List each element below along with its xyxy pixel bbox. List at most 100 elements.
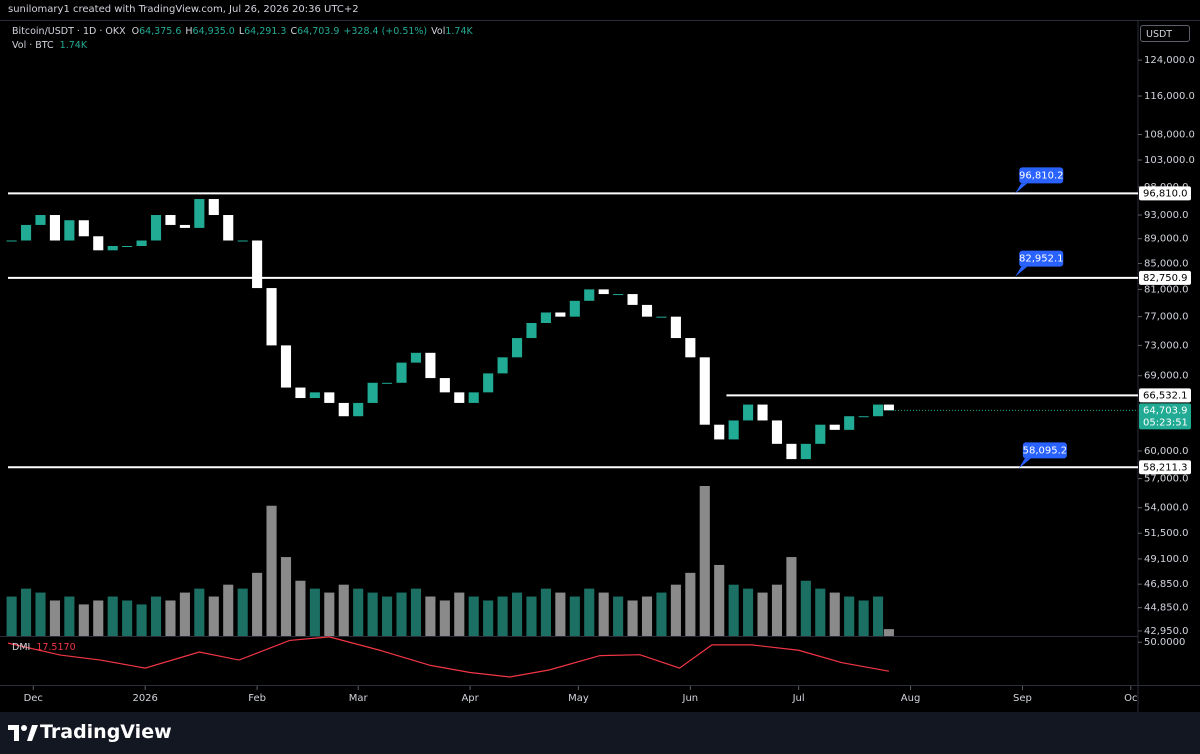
x-tick-label: Mar [349, 693, 369, 704]
volume-bar [613, 596, 624, 636]
volume-bar [858, 600, 869, 636]
volume-bar [93, 600, 104, 636]
close-label: C [290, 26, 298, 37]
callout-pointer [1018, 458, 1031, 469]
volume-bar [165, 600, 176, 636]
candle [613, 294, 624, 296]
volume-bar [6, 596, 17, 636]
volume-bar [743, 588, 754, 636]
volume-bar [396, 592, 407, 636]
candle [367, 382, 378, 403]
candle [728, 420, 739, 440]
candle [382, 382, 393, 384]
callout-pointer [1015, 266, 1028, 277]
candle [194, 199, 205, 228]
candle [714, 424, 725, 440]
volume-value: 1.74K [59, 40, 88, 51]
y-tick-label: 85,000.0 [1144, 258, 1189, 269]
volume-bar [382, 596, 393, 636]
candle [78, 220, 89, 237]
candle [627, 294, 638, 305]
volume-bar [64, 596, 75, 636]
candle [743, 404, 754, 421]
y-tick-label: 81,000.0 [1144, 284, 1189, 295]
volume-bar [122, 600, 133, 636]
candle [353, 402, 364, 417]
volume-bar [829, 592, 840, 636]
volume-bar [136, 604, 147, 636]
low-label: L [238, 26, 245, 37]
candle [280, 345, 292, 388]
volume-bar [194, 588, 205, 636]
candle [454, 392, 465, 403]
candle [150, 215, 162, 241]
x-tick-label: Oc [1124, 693, 1137, 704]
volume-bar [699, 486, 710, 636]
volume-bar [150, 596, 162, 636]
y-tick-label: 116,000.0 [1144, 91, 1195, 102]
volume-bar [20, 588, 32, 636]
symbol-legend: Bitcoin/USDT · 1D · OKX O 64,375.6 H 64,93… [12, 26, 477, 37]
volume-bar [584, 588, 595, 636]
volume-bar [800, 580, 811, 636]
candle [497, 357, 508, 374]
volume-bar [598, 592, 609, 636]
candle [338, 402, 349, 417]
candle [439, 378, 450, 393]
x-tick-label: Apr [461, 693, 479, 704]
y-tick-label: 51,500.0 [1144, 528, 1189, 539]
y-tick-label: 93,000.0 [1144, 210, 1189, 221]
footer: TradingView [0, 712, 1200, 754]
candle [295, 387, 306, 399]
candle [6, 240, 17, 242]
volume-bar [526, 596, 537, 636]
candle [64, 220, 75, 241]
volume-bar [439, 600, 450, 636]
volume-bar [49, 600, 60, 636]
candle [786, 443, 797, 460]
candle [844, 416, 855, 430]
volume-bar [367, 592, 378, 636]
candle [800, 443, 811, 460]
volume-bar [107, 596, 118, 636]
level-tag [1139, 388, 1191, 403]
volume-bar [179, 592, 190, 636]
callout-pointer [1015, 183, 1028, 194]
callout-label: 82,952.1 [1019, 254, 1064, 265]
candle [511, 338, 523, 358]
x-tick-label: Aug [901, 693, 921, 704]
volume-bar [338, 584, 349, 636]
volume-bar [324, 592, 335, 636]
x-tick-label: Jul [792, 693, 805, 704]
candle [771, 420, 783, 444]
volume-bar [78, 604, 89, 636]
volume-bar [483, 600, 494, 636]
volume-bar [35, 592, 46, 636]
dmi-value: 17.5170 [36, 642, 76, 653]
currency-button[interactable]: USDT [1140, 25, 1190, 42]
candle [815, 424, 826, 444]
candle [122, 245, 133, 247]
volume-bar [670, 584, 681, 636]
candle [483, 373, 494, 393]
volume-bar [309, 588, 320, 636]
volume-bar [497, 596, 508, 636]
symbol: Bitcoin/USDT · 1D · OKX [12, 26, 126, 37]
y-tick-label: 103,000.0 [1144, 155, 1195, 166]
callout-box [1022, 442, 1067, 459]
y-tick-label: 44,850.0 [1144, 603, 1189, 614]
volume-bar [656, 592, 667, 636]
candle [873, 404, 884, 417]
y-tick-label: 54,000.0 [1144, 503, 1189, 514]
x-tick-label: Feb [248, 693, 266, 704]
low-value: 64,291.3 [244, 26, 287, 37]
volume-bar [468, 596, 479, 636]
y-tick-label: 77,000.0 [1144, 312, 1189, 323]
dmi-title: DMI [12, 642, 31, 653]
callout-label: 96,810.2 [1019, 170, 1064, 181]
volume-bar [771, 584, 783, 636]
volume-bar [280, 557, 292, 636]
candle [179, 224, 190, 228]
x-tick-label: Dec [24, 693, 43, 704]
x-tick-label: 2026 [132, 693, 157, 704]
